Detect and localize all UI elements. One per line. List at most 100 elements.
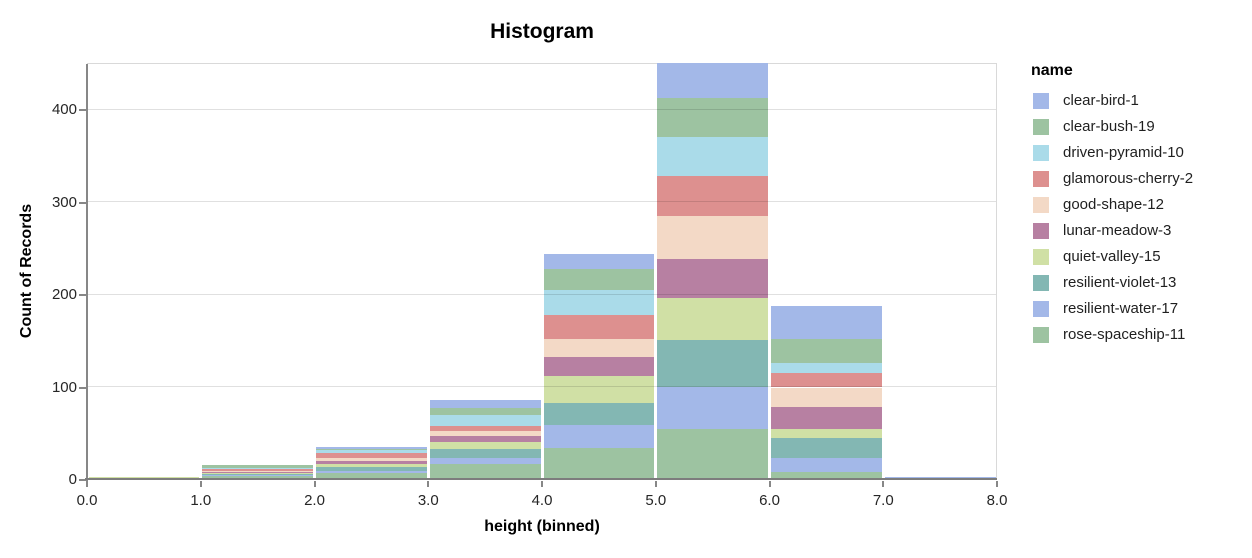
bar-segment-driven-pyramid-10-bin3[interactable] bbox=[429, 415, 541, 427]
bar-segment-clear-bird-1-bin4[interactable] bbox=[543, 254, 655, 270]
bar-segment-quiet-valley-15-bin6[interactable] bbox=[771, 429, 882, 439]
bar-segment-good-shape-12-bin4[interactable] bbox=[543, 338, 655, 357]
bar-segment-driven-pyramid-10-bin5[interactable] bbox=[657, 136, 768, 176]
bar-segment-driven-pyramid-10-bin6[interactable] bbox=[771, 362, 882, 373]
x-axis-title: height (binned) bbox=[484, 518, 600, 535]
x-tick-1.0 bbox=[199, 481, 202, 487]
bar-segment-rose-spaceship-11-bin5[interactable] bbox=[657, 429, 768, 479]
bar-segment-lunar-meadow-3-bin2[interactable] bbox=[316, 461, 427, 465]
legend-item-clear-bird-1[interactable]: clear-bird-1 bbox=[1031, 93, 1246, 109]
legend-label-driven-pyramid-10: driven-pyramid-10 bbox=[1063, 144, 1184, 161]
bar-segment-resilient-violet-13-bin3[interactable] bbox=[429, 449, 541, 458]
legend-item-rose-spaceship-11[interactable]: rose-spaceship-11 bbox=[1031, 327, 1246, 343]
bar-segment-glamorous-cherry-2-bin1[interactable] bbox=[202, 468, 313, 471]
legend-swatch-glamorous-cherry-2 bbox=[1033, 171, 1049, 187]
y-tick-label-200: 200 bbox=[51, 286, 77, 304]
bar-segment-resilient-water-17-bin2[interactable] bbox=[316, 470, 427, 474]
bar-segment-driven-pyramid-10-bin4[interactable] bbox=[543, 290, 655, 316]
bar-segment-glamorous-cherry-2-bin4[interactable] bbox=[543, 315, 655, 339]
bar-segment-lunar-meadow-3-bin6[interactable] bbox=[771, 406, 882, 430]
y-tick-label-400: 400 bbox=[51, 101, 77, 119]
bar-segment-good-shape-12-bin3[interactable] bbox=[429, 430, 541, 436]
legend-item-clear-bush-19[interactable]: clear-bush-19 bbox=[1031, 119, 1246, 135]
bar-segment-good-shape-12-bin1[interactable] bbox=[202, 470, 313, 472]
bar-segment-clear-bush-19-bin4[interactable] bbox=[543, 269, 655, 291]
bar-segment-quiet-valley-15-bin1[interactable] bbox=[202, 472, 313, 474]
legend-item-quiet-valley-15[interactable]: quiet-valley-15 bbox=[1031, 249, 1246, 265]
bar-segment-rose-spaceship-11-bin6[interactable] bbox=[771, 471, 882, 479]
bar-segment-clear-bush-19-bin1[interactable] bbox=[202, 465, 313, 468]
bar-segment-driven-pyramid-10-bin1[interactable] bbox=[202, 467, 313, 469]
y-tick-label-0: 0 bbox=[68, 471, 77, 488]
legend-title: name bbox=[1031, 62, 1073, 79]
bar-segment-good-shape-12-bin6[interactable] bbox=[771, 387, 882, 407]
legend-swatch-good-shape-12 bbox=[1033, 197, 1049, 213]
legend-items: clear-bird-1 clear-bush-19 driven-pyramid-… bbox=[1031, 93, 1246, 343]
bar-segment-clear-bush-19-bin3[interactable] bbox=[429, 407, 541, 416]
bar-segment-clear-bird-1-bin3[interactable] bbox=[429, 400, 541, 408]
bar-segment-clear-bush-19-bin2[interactable] bbox=[316, 448, 427, 450]
legend-item-lunar-meadow-3[interactable]: lunar-meadow-3 bbox=[1031, 223, 1246, 239]
legend-item-resilient-water-17[interactable]: resilient-water-17 bbox=[1031, 301, 1246, 317]
y-tick-100 bbox=[79, 386, 86, 389]
plot-area: 0 100 200 300 400 0.0 1.0 2.0 3.0 4.0 5.0 6.0 7.0 8.0 bbox=[52, 63, 1007, 509]
legend-item-glamorous-cherry-2[interactable]: glamorous-cherry-2 bbox=[1031, 171, 1246, 187]
y-tick-200 bbox=[79, 294, 86, 297]
bar-segment-driven-pyramid-10-bin2[interactable] bbox=[316, 449, 427, 454]
gridline-y-200 bbox=[87, 293, 996, 295]
bar-segment-resilient-water-17-bin4[interactable] bbox=[543, 425, 655, 448]
bar-segment-clear-bird-1-bin5[interactable] bbox=[657, 63, 768, 99]
legend-label-rose-spaceship-11: rose-spaceship-11 bbox=[1063, 326, 1186, 343]
y-tick-label-300: 300 bbox=[51, 193, 77, 211]
bar-segment-resilient-violet-13-bin5[interactable] bbox=[657, 340, 768, 387]
bar-segment-glamorous-cherry-2-bin3[interactable] bbox=[429, 426, 541, 431]
y-tick-0 bbox=[79, 479, 86, 481]
bar-segment-clear-bird-1-bin7[interactable] bbox=[884, 477, 996, 479]
bar-segment-glamorous-cherry-2-bin5[interactable] bbox=[657, 175, 768, 216]
bar-segment-rose-spaceship-11-bin1[interactable] bbox=[202, 476, 313, 479]
bar-segment-quiet-valley-15-bin2[interactable] bbox=[316, 464, 427, 467]
bar-segment-glamorous-cherry-2-bin2[interactable] bbox=[316, 453, 427, 458]
bar-segment-resilient-violet-13-bin4[interactable] bbox=[543, 403, 655, 426]
bar-segment-clear-bush-19-bin6[interactable] bbox=[771, 339, 882, 363]
bar-segment-resilient-water-17-bin6[interactable] bbox=[771, 457, 882, 472]
legend-item-good-shape-12[interactable]: good-shape-12 bbox=[1031, 197, 1246, 213]
bar-segment-resilient-water-17-bin5[interactable] bbox=[657, 386, 768, 430]
bar-segment-glamorous-cherry-2-bin6[interactable] bbox=[771, 372, 882, 388]
bar-segment-quiet-valley-15-bin3[interactable] bbox=[429, 442, 541, 450]
gridline-y-300 bbox=[87, 201, 996, 203]
bar-segment-clear-bird-1-bin2[interactable] bbox=[316, 446, 427, 449]
legend-label-good-shape-12: good-shape-12 bbox=[1063, 196, 1164, 213]
legend-swatch-clear-bird-1 bbox=[1033, 93, 1049, 109]
bar-segment-resilient-violet-13-bin6[interactable] bbox=[771, 438, 882, 458]
bar-segment-lunar-meadow-3-bin4[interactable] bbox=[543, 356, 655, 377]
bar-segment-rose-spaceship-11-bin4[interactable] bbox=[543, 447, 655, 479]
bar-segment-resilient-violet-13-bin1[interactable] bbox=[202, 473, 313, 476]
x-tick-label-4.0: 4.0 bbox=[531, 492, 553, 509]
chart-title: Histogram bbox=[490, 20, 594, 43]
bar-segment-good-shape-12-bin5[interactable] bbox=[657, 215, 768, 259]
legend: name clear-bird-1 clear-bush-19 driven-pyr… bbox=[1031, 62, 1246, 353]
bar-segment-rose-spaceship-11-bin2[interactable] bbox=[316, 473, 427, 479]
bar-segment-resilient-water-17-bin3[interactable] bbox=[429, 457, 541, 465]
x-tick-7.0 bbox=[882, 481, 885, 487]
bar-segment-lunar-meadow-3-bin5[interactable] bbox=[657, 259, 768, 298]
bar-segment-good-shape-12-bin2[interactable] bbox=[316, 457, 427, 462]
y-tick-300 bbox=[79, 201, 86, 204]
bar-segment-quiet-valley-15-bin4[interactable] bbox=[543, 376, 655, 404]
bar-segment-lunar-meadow-3-bin1[interactable] bbox=[202, 471, 313, 473]
legend-item-driven-pyramid-10[interactable]: driven-pyramid-10 bbox=[1031, 145, 1246, 161]
bar-segment-rose-spaceship-11-bin3[interactable] bbox=[429, 464, 541, 479]
bar-segment-quiet-valley-15-bin5[interactable] bbox=[657, 297, 768, 341]
bar-segment-clear-bush-19-bin5[interactable] bbox=[657, 98, 768, 137]
bar-segment-resilient-violet-13-bin2[interactable] bbox=[316, 467, 427, 471]
x-tick-6.0 bbox=[768, 481, 771, 487]
legend-swatch-resilient-water-17 bbox=[1033, 301, 1049, 317]
y-axis-line bbox=[86, 64, 88, 485]
bar-segment-resilient-water-17-bin1[interactable] bbox=[202, 475, 313, 477]
bar-segment-lunar-meadow-3-bin3[interactable] bbox=[429, 435, 541, 443]
bar-segment-clear-bird-1-bin6[interactable] bbox=[771, 306, 882, 340]
x-tick-label-2.0: 2.0 bbox=[304, 492, 325, 509]
legend-item-resilient-violet-13[interactable]: resilient-violet-13 bbox=[1031, 275, 1246, 291]
x-tick-label-6.0: 6.0 bbox=[759, 492, 780, 509]
